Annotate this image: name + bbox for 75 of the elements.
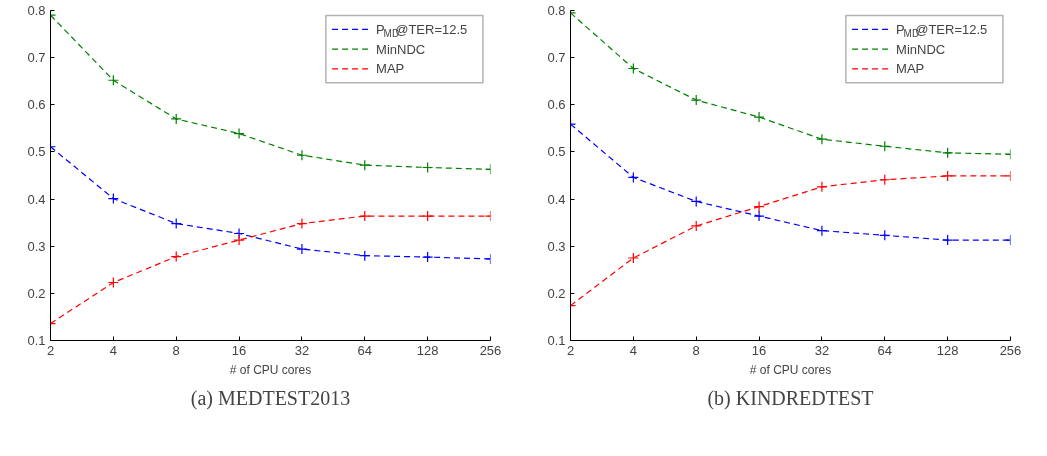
y-tick-label: 0.4 — [27, 191, 46, 207]
point — [233, 234, 245, 246]
y-tick-label: 0.1 — [27, 333, 46, 348]
legend-label: MAP — [376, 61, 405, 77]
y-tick-label: 0.6 — [27, 97, 46, 113]
point — [879, 174, 891, 186]
x-tick-label: 8 — [692, 342, 700, 358]
point — [753, 111, 765, 123]
point — [879, 229, 891, 241]
point — [753, 210, 765, 222]
y-tick-label: 0.7 — [547, 50, 566, 66]
point — [107, 74, 119, 86]
point — [422, 161, 434, 174]
y-tick-label: 0.8 — [27, 3, 46, 18]
text: (b) KINDREDTEST — [707, 386, 874, 410]
x-tick-label: 32 — [814, 342, 830, 358]
y-tick-label: 0.2 — [547, 285, 566, 301]
x-tick-label: 256 — [479, 342, 502, 358]
x-tick-label: 8 — [172, 342, 180, 358]
x-axis-title: # of CPU cores — [229, 362, 312, 377]
point — [942, 170, 954, 182]
point — [359, 210, 371, 222]
x-tick-label: 32 — [294, 342, 310, 358]
x-tick-label: 128 — [936, 342, 959, 358]
point — [233, 127, 245, 140]
y-tick-label: 0.3 — [547, 238, 566, 254]
legend-label: MinNDC — [376, 41, 426, 57]
point — [690, 94, 702, 106]
point — [690, 195, 702, 208]
point — [296, 243, 308, 255]
y-tick-label: 0.8 — [547, 3, 566, 18]
x-axis-title: # of CPU cores — [749, 362, 832, 377]
point — [879, 140, 891, 152]
y-tick-label: 0.6 — [547, 97, 566, 113]
y-tick-label: 0.3 — [27, 238, 46, 254]
point — [627, 252, 639, 264]
point — [627, 171, 639, 183]
point — [942, 147, 954, 159]
y-tick-label: 0.2 — [27, 285, 46, 301]
point — [296, 217, 308, 230]
point — [942, 234, 954, 246]
x-tick-label: 4 — [109, 342, 117, 358]
y-tick-label: 0.5 — [547, 144, 566, 160]
x-tick-label: 16 — [231, 342, 247, 358]
point — [422, 210, 434, 222]
y-tick-label: 0.1 — [547, 333, 566, 348]
point — [816, 225, 828, 237]
y-tick-label: 0.4 — [547, 191, 566, 207]
point — [296, 149, 308, 161]
x-tick-label: 2 — [566, 342, 575, 358]
point — [170, 250, 182, 263]
x-tick-label: 64 — [357, 342, 373, 358]
point — [816, 181, 828, 193]
x-tick-label: 4 — [629, 342, 637, 358]
point — [359, 250, 371, 262]
point — [627, 62, 639, 75]
point — [107, 193, 119, 205]
y-tick-label: 0.5 — [27, 144, 46, 160]
x-tick-label: 64 — [877, 342, 893, 358]
x-tick-label: 256 — [999, 342, 1022, 358]
point — [107, 276, 119, 289]
point — [170, 217, 182, 230]
point — [170, 113, 182, 125]
point — [753, 201, 765, 213]
x-tick-label: 128 — [416, 342, 439, 358]
legend-label: MAP — [896, 61, 925, 77]
y-tick-label: 0.7 — [27, 50, 46, 66]
point — [422, 251, 434, 263]
legend-label: MinNDC — [896, 41, 946, 57]
text: (a) MEDTEST2013 — [190, 386, 351, 410]
x-tick-label: 2 — [46, 342, 55, 358]
point — [816, 133, 828, 145]
point — [690, 220, 702, 232]
point — [359, 159, 371, 171]
x-tick-label: 16 — [751, 342, 767, 358]
